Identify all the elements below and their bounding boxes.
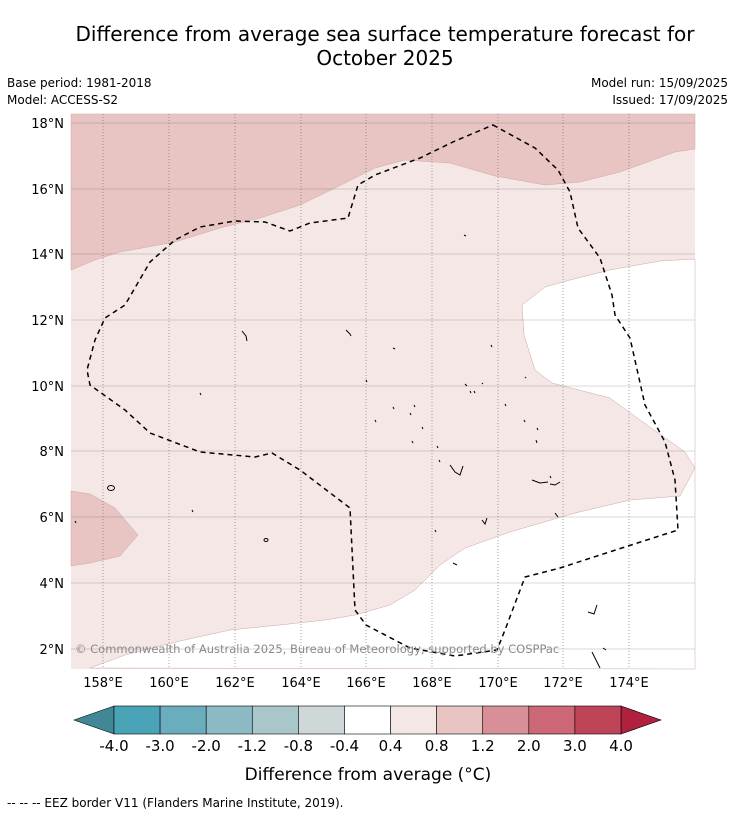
island (504, 376, 539, 444)
colorbar-extend-high (620, 705, 662, 735)
lat-tick-label: 6°N (40, 511, 65, 526)
islands (74, 234, 607, 669)
copyright-notice: © Commonwealth of Australia 2025, Bureau… (75, 642, 559, 656)
lat-tick-label: 8°N (40, 445, 65, 460)
lon-tick-label: 160°E (149, 676, 189, 691)
island (449, 464, 464, 476)
lat-tick-label: 4°N (40, 577, 65, 592)
model-name: Model: ACCESS-S2 (7, 93, 119, 107)
lat-tick-label: 2°N (40, 643, 65, 658)
island (464, 382, 484, 394)
colorbar-tick-label: -2.0 (192, 737, 221, 755)
lat-tick-label: 12°N (31, 314, 64, 329)
sst-class-neutral-east (89, 258, 696, 670)
sst-class-0.8-1.2-north (70, 113, 696, 271)
island (587, 604, 598, 615)
lat-tick-label: 10°N (31, 380, 64, 395)
island (490, 344, 493, 348)
colorbar-tick-label: 2.0 (517, 737, 541, 755)
island (365, 379, 416, 423)
island (452, 562, 458, 566)
lon-tick-label: 172°E (543, 676, 583, 691)
gridlines (71, 114, 695, 669)
lat-tick-label: 16°N (31, 183, 64, 198)
meta-left: Base period: 1981-2018 Model: ACCESS-S2 (7, 75, 152, 109)
lat-tick-label: 18°N (31, 117, 64, 132)
colorbar-tick-label: 1.2 (471, 737, 495, 755)
island (345, 329, 352, 337)
colorbar-tick-label: -0.4 (330, 737, 359, 755)
colorbar-tick-label: -0.8 (284, 737, 313, 755)
colorbar-extend-low (73, 705, 115, 735)
island (463, 234, 467, 237)
map-title: Difference from average sea surface temp… (75, 22, 695, 70)
island (554, 512, 559, 518)
colorbar-cell (436, 705, 484, 735)
island (602, 647, 607, 651)
island (241, 330, 248, 342)
colorbar-tick-label: 0.4 (379, 737, 403, 755)
lon-tick-label: 162°E (215, 676, 255, 691)
colorbar-cell (390, 705, 437, 735)
colorbar-tick-label: -4.0 (99, 737, 128, 755)
island (591, 651, 601, 669)
issued-date: Issued: 17/09/2025 (612, 93, 728, 107)
lon-tick-label: 158°E (83, 676, 123, 691)
island (74, 392, 202, 524)
island (392, 347, 396, 350)
sst-class-0.8-1.2-west (70, 490, 139, 567)
colorbar-tick-label: 4.0 (609, 737, 633, 755)
island (411, 426, 441, 533)
island (481, 517, 488, 526)
lat-tick-label: 14°N (31, 248, 64, 263)
lat-tick-labels: 18°N 16°N 14°N 12°N 10°N 8°N 6°N 4°N 2°N (31, 117, 64, 658)
lat-gridlines (71, 122, 695, 650)
lon-tick-label: 166°E (346, 676, 386, 691)
lon-tick-labels: 158°E 160°E 162°E 164°E 166°E 168°E 170°… (83, 676, 649, 691)
lon-tick-label: 164°E (281, 676, 321, 691)
colorbar-cell (528, 705, 576, 735)
lon-gridlines (102, 114, 630, 669)
colorbar-cells (113, 705, 622, 735)
colorbar-tick-label: 3.0 (563, 737, 587, 755)
base-period: Base period: 1981-2018 (7, 76, 152, 90)
lon-tick-label: 168°E (412, 676, 452, 691)
colorbar-cell (482, 705, 530, 735)
island (531, 479, 561, 486)
colorbar-cell (344, 705, 391, 735)
colorbar-cell (574, 705, 622, 735)
colorbar-cell (159, 705, 207, 735)
island (107, 485, 115, 491)
colorbar-tick-label: 0.8 (425, 737, 449, 755)
eez-legend-note: -- -- -- EEZ border V11 (Flanders Marine… (7, 796, 344, 810)
colorbar-tick-label: -3.0 (145, 737, 174, 755)
model-run: Model run: 15/09/2025 (590, 76, 728, 90)
colorbar: -4.0 -3.0 -2.0 -1.2 -0.8 -0.4 0.4 0.8 1.2 2.0 3.0 4… (73, 705, 662, 785)
colorbar-tick-labels: -4.0 -3.0 -2.0 -1.2 -0.8 -0.4 0.4 0.8 1.2 2.0 3.0 4… (99, 737, 633, 755)
colorbar-cell (205, 705, 253, 735)
colorbar-cell (113, 705, 161, 735)
colorbar-tick-label: -1.2 (238, 737, 267, 755)
lon-tick-label: 174°E (609, 676, 649, 691)
island (549, 475, 552, 479)
meta-right: Model run: 15/09/2025 Issued: 17/09/2025 (591, 75, 728, 109)
island (263, 538, 269, 542)
colorbar-cell (251, 705, 299, 735)
colorbar-cell (298, 705, 345, 735)
map-plot: © Commonwealth of Australia 2025, Bureau… (70, 113, 696, 670)
lon-tick-label: 170°E (478, 676, 518, 691)
eez-border (86, 124, 679, 657)
colorbar-label: Difference from average (°C) (245, 765, 492, 785)
